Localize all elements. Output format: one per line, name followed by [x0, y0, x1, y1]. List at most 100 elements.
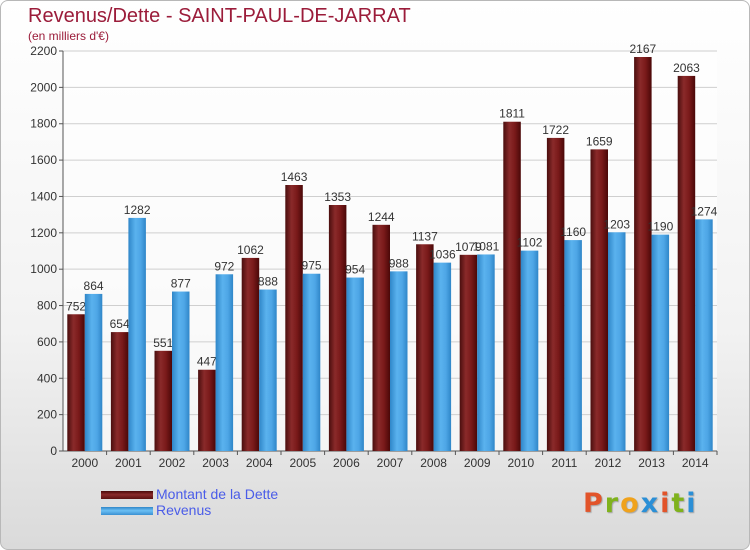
y-tick-label-1800: 1800	[30, 117, 57, 131]
x-tick-label-2007: 2007	[377, 456, 404, 470]
data-label-revenus-2011: 1160	[560, 225, 586, 239]
data-label-revenus-2005: 975	[302, 259, 322, 273]
y-tick-label-1600: 1600	[30, 153, 57, 167]
data-label-dette-2006: 1353	[324, 190, 351, 204]
data-label-revenus-2001: 1282	[124, 203, 151, 217]
y-tick-label-1000: 1000	[30, 262, 57, 276]
x-tick-label-2014: 2014	[682, 456, 709, 470]
bar-dette-2003	[198, 369, 216, 451]
bar-dette-2006	[328, 205, 347, 451]
bar-dette-2010	[503, 121, 521, 452]
bar-dette-2000	[67, 314, 85, 451]
x-tick-label-2013: 2013	[638, 456, 665, 470]
x-tick-label-2012: 2012	[595, 456, 622, 470]
x-tick-label-2006: 2006	[333, 456, 360, 470]
logo-letter: i	[686, 488, 698, 519]
logo-letter: i	[660, 488, 672, 519]
legend-swatch-revenus	[101, 507, 153, 515]
data-label-dette-2003: 447	[197, 355, 217, 369]
bar-revenus-2011	[564, 240, 582, 451]
x-tick-label-2010: 2010	[507, 456, 534, 470]
bar-dette-2001	[110, 332, 129, 451]
data-label-dette-2009: 1079	[455, 240, 482, 254]
bar-dette-2002	[154, 350, 172, 451]
x-tick-label-2008: 2008	[420, 456, 447, 470]
bar-dette-2004	[241, 257, 260, 451]
x-tick-label-2002: 2002	[159, 456, 186, 470]
x-tick-label-2004: 2004	[246, 456, 273, 470]
bar-dette-2011	[546, 137, 565, 451]
bar-dette-2005	[285, 185, 303, 451]
legend-label-dette: Montant de la Dette	[156, 486, 279, 502]
data-label-dette-2002: 551	[153, 336, 173, 350]
x-tick-label-2005: 2005	[289, 456, 316, 470]
bar-dette-2009	[459, 254, 478, 451]
data-label-dette-2012: 1659	[586, 134, 613, 148]
bar-dette-2014	[677, 75, 696, 451]
bar-revenus-2000	[84, 293, 103, 451]
y-tick-label-800: 800	[37, 299, 57, 313]
bar-dette-2008	[416, 244, 434, 451]
data-label-dette-2005: 1463	[281, 170, 308, 184]
bar-revenus-2004	[259, 289, 277, 451]
data-label-dette-2011: 1722	[542, 123, 569, 137]
y-tick-label-1400: 1400	[30, 189, 57, 203]
logo-letter: t	[671, 488, 687, 519]
bar-revenus-2002	[172, 291, 190, 451]
data-label-revenus-2014: 1274	[691, 204, 718, 218]
y-tick-label-2000: 2000	[30, 80, 57, 94]
data-label-revenus-2003: 972	[214, 259, 234, 273]
data-label-revenus-2004: 888	[258, 275, 278, 289]
data-label-dette-2000: 752	[66, 299, 86, 313]
y-tick-label-0: 0	[50, 444, 57, 458]
bar-revenus-2006	[346, 277, 364, 451]
bar-revenus-2007	[390, 271, 408, 451]
y-tick-label-2200: 2200	[30, 44, 57, 58]
data-label-revenus-2000: 864	[84, 279, 104, 293]
x-tick-label-2001: 2001	[115, 456, 142, 470]
bar-revenus-2014	[695, 219, 713, 451]
data-label-dette-2008: 1137	[412, 229, 438, 243]
bar-revenus-2013	[651, 234, 670, 451]
data-label-dette-2010: 1811	[499, 107, 525, 121]
chart-subtitle: (en milliers d'€)	[28, 29, 109, 43]
x-tick-label-2009: 2009	[464, 456, 491, 470]
bar-revenus-2005	[302, 273, 321, 451]
bar-revenus-2010	[520, 250, 539, 451]
y-tick-label-400: 400	[37, 371, 57, 385]
bar-dette-2012	[590, 149, 608, 451]
data-label-dette-2014: 2063	[673, 61, 700, 75]
data-label-revenus-2008: 1036	[429, 248, 456, 262]
y-tick-label-200: 200	[37, 408, 57, 422]
bar-revenus-2003	[215, 274, 234, 451]
logo-letter: o	[620, 488, 641, 519]
data-label-revenus-2007: 988	[389, 256, 409, 270]
data-label-revenus-2002: 877	[171, 277, 191, 291]
y-tick-label-1200: 1200	[30, 226, 57, 240]
bar-revenus-2001	[128, 217, 146, 451]
legend-swatch-dette	[101, 491, 153, 499]
bar-revenus-2009	[477, 254, 495, 451]
x-tick-label-2011: 2011	[551, 456, 577, 470]
data-label-dette-2001: 654	[110, 317, 130, 331]
data-label-dette-2004: 1062	[237, 243, 264, 257]
chart-title: Revenus/Dette - SAINT-PAUL-DE-JARRAT	[28, 5, 411, 27]
bar-revenus-2012	[608, 232, 626, 451]
bar-dette-2013	[634, 57, 652, 451]
data-label-revenus-2013: 1190	[647, 220, 673, 234]
logo-letter: r	[604, 488, 621, 519]
data-label-revenus-2010: 1102	[517, 236, 543, 250]
bar-dette-2007	[372, 224, 390, 451]
logo-letter: P	[583, 488, 605, 519]
proxiti-logo: Proxiti	[583, 488, 698, 519]
y-tick-label-600: 600	[37, 335, 57, 349]
legend-label-revenus: Revenus	[156, 502, 212, 518]
x-tick-label-2003: 2003	[202, 456, 229, 470]
x-tick-label-2000: 2000	[71, 456, 98, 470]
data-label-revenus-2012: 1203	[603, 217, 630, 231]
logo-letter: x	[640, 488, 661, 519]
data-label-revenus-2009: 1081	[473, 239, 500, 253]
bar-revenus-2008	[433, 262, 452, 451]
